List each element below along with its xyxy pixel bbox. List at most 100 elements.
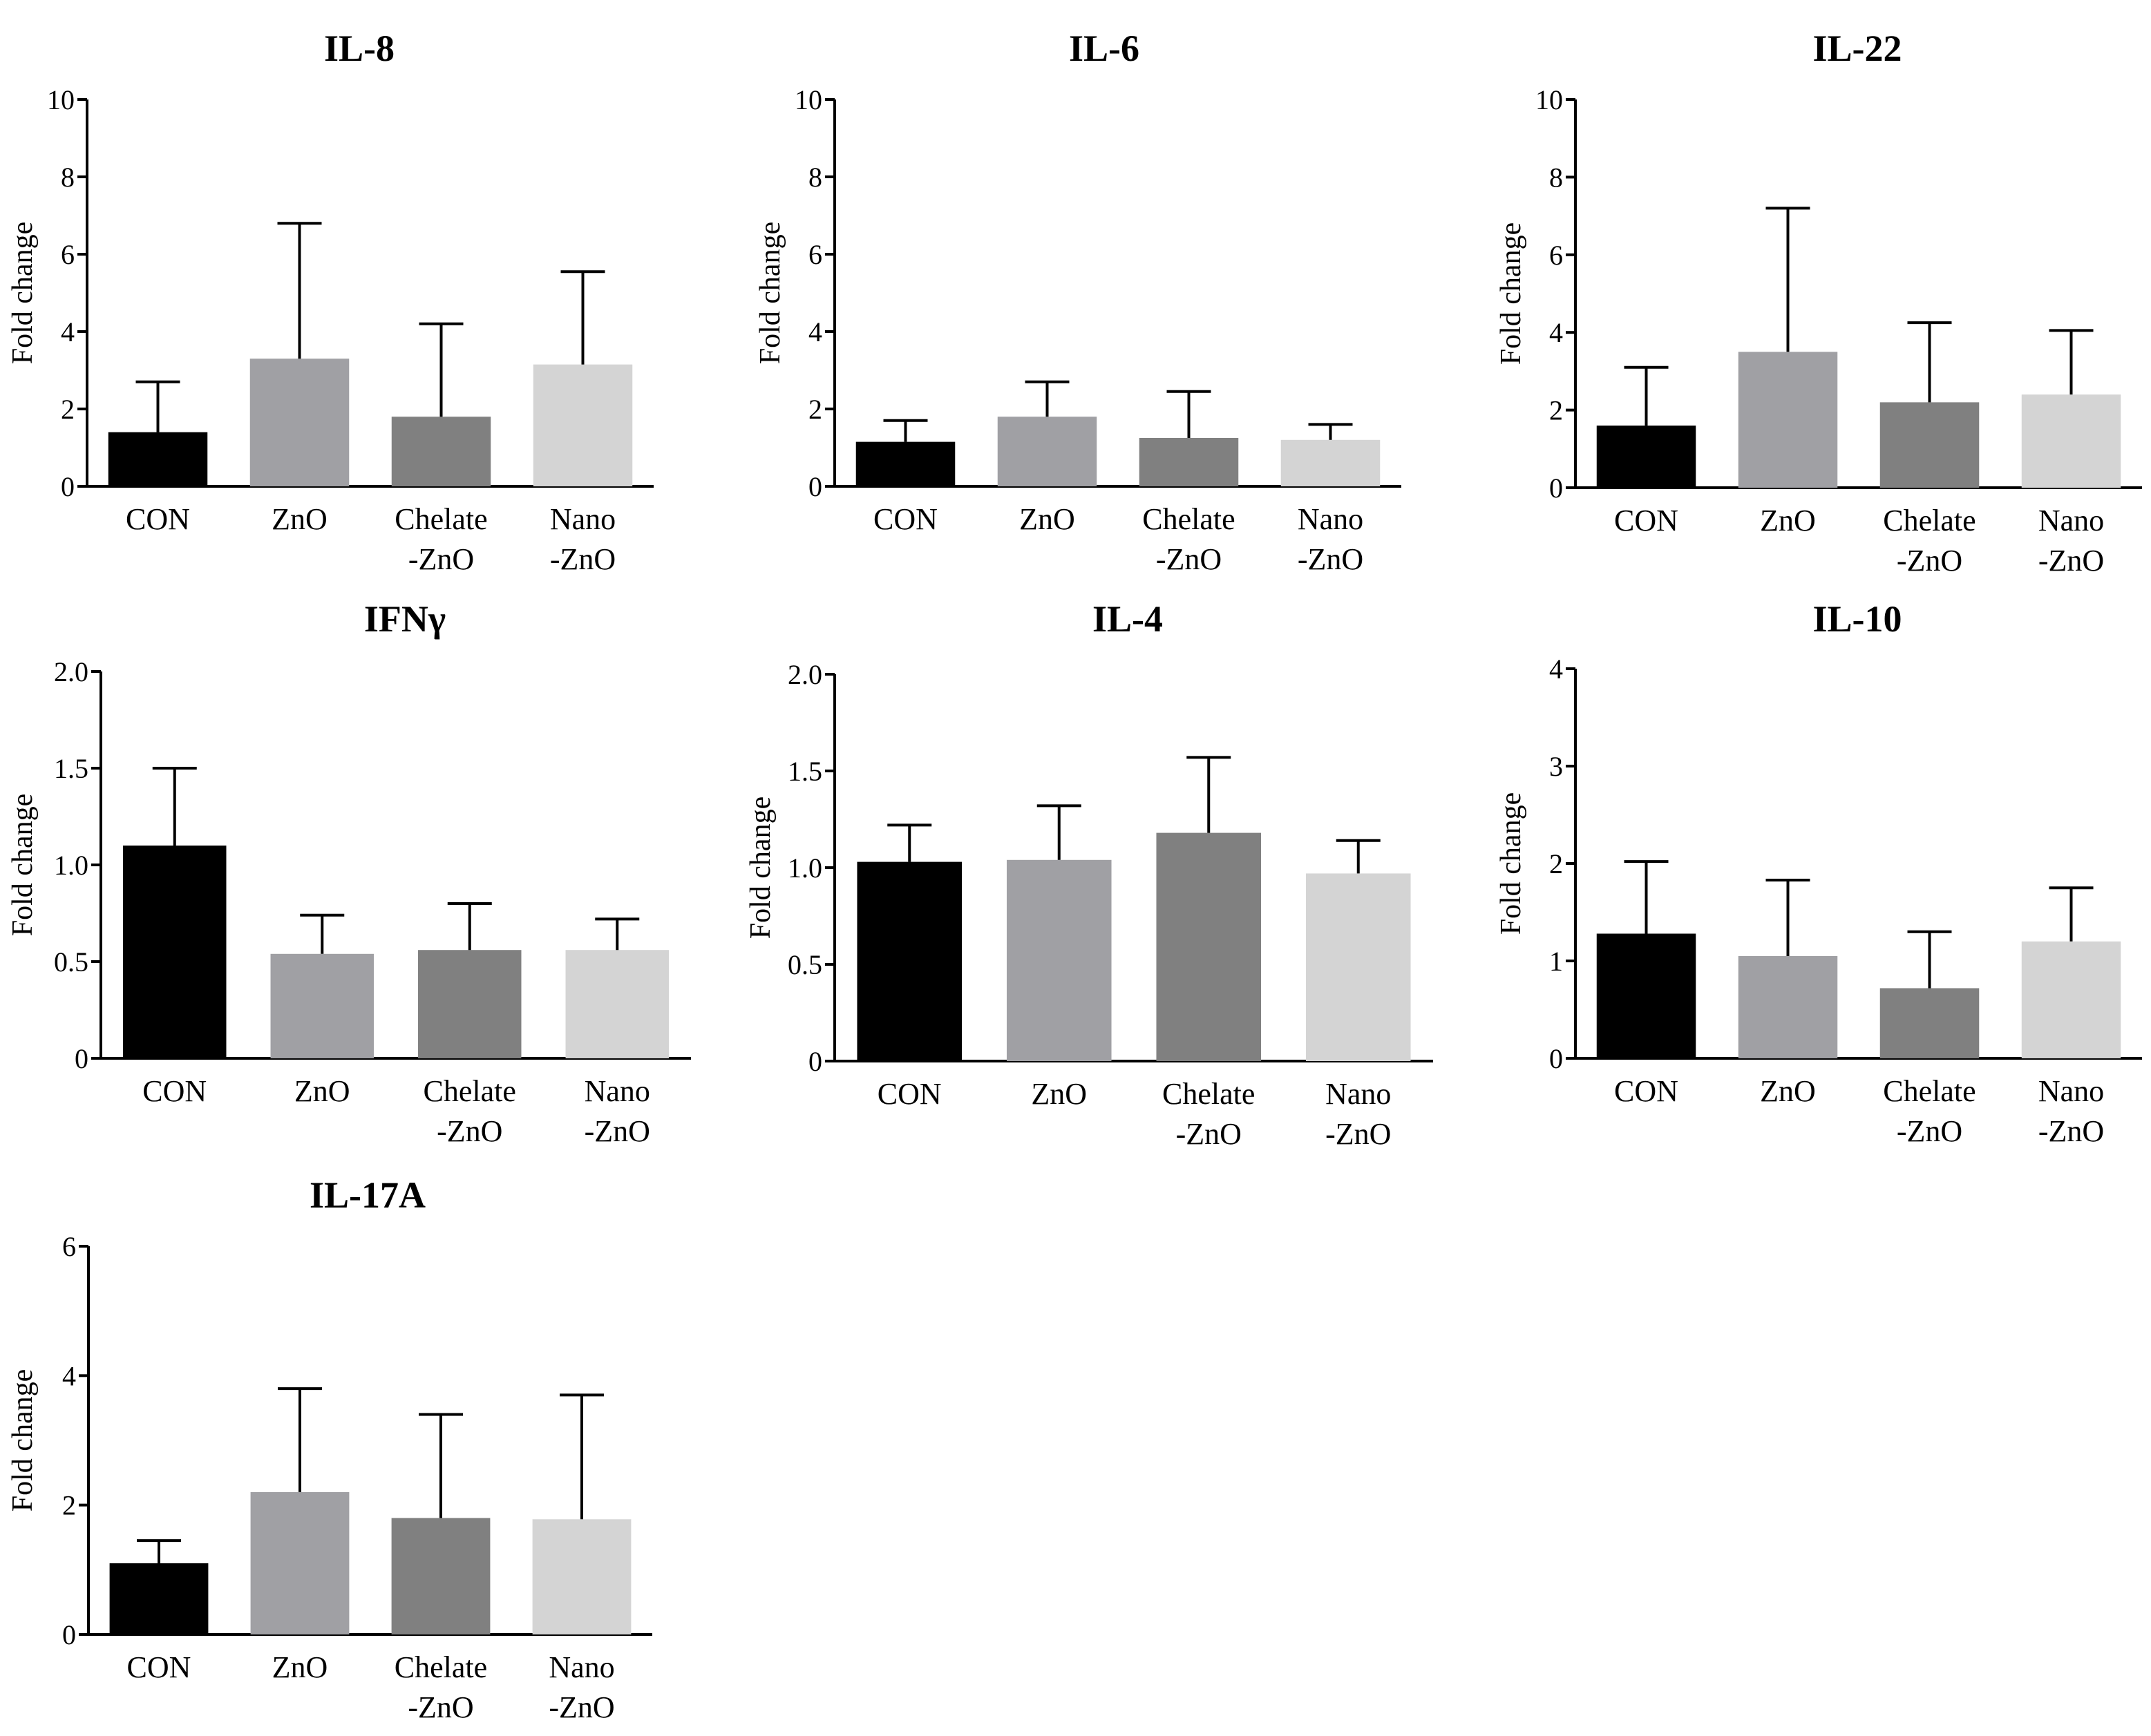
y-tick-label: 0 [1549, 1043, 1563, 1074]
bar-nano-zno [2021, 941, 2121, 1058]
y-tick-label: 0 [1549, 473, 1563, 504]
x-category-label: -ZnO [408, 1690, 473, 1724]
chart-title: IFNγ [364, 598, 446, 640]
y-tick-label: 4 [1549, 317, 1563, 348]
bar-con [108, 432, 208, 486]
y-tick-label: 2.0 [788, 659, 822, 690]
x-category-label: ZnO [272, 502, 328, 536]
x-category-label: -ZnO [2038, 1114, 2104, 1148]
bar-chelate-zno [418, 950, 522, 1058]
chart-title: IL-8 [324, 28, 395, 69]
bar-zno [270, 953, 374, 1058]
chart-panel-ifn-: IFNγ Fold change 0 0.5 1.0 1.5 2.0 CON ZnO Chelat… [7, 598, 691, 1148]
bar-nano-zno [565, 950, 669, 1058]
y-tick-label: 6 [62, 1231, 76, 1262]
chart-panel-il-22: IL-22 Fold change 0 2 4 6 8 10 CON ZnO Chelate -ZnO… [1495, 28, 2142, 578]
y-tick-label: 0 [62, 1619, 76, 1650]
x-category-label: ZnO [1031, 1077, 1087, 1111]
chart-panel-il-4: IL-4 Fold change 0 0.5 1.0 1.5 2.0 CON ZnO Chelat… [745, 598, 1433, 1151]
chart-panel-il-8: IL-8 Fold change 0 2 4 6 8 10 CON ZnO Chelate -ZnO N… [7, 28, 654, 576]
y-axis-label: Fold change [7, 794, 39, 936]
x-category-label: Nano [585, 1074, 650, 1108]
y-tick-label: 0 [808, 471, 822, 502]
y-tick-label: 6 [1549, 240, 1563, 271]
x-category-label: Chelate [1162, 1077, 1255, 1111]
x-category-label: ZnO [294, 1074, 350, 1108]
y-tick-label: 0.5 [54, 946, 88, 977]
bar-nano-zno [533, 364, 633, 486]
x-category-label: Chelate [395, 1650, 487, 1684]
y-tick-label: 4 [62, 1360, 76, 1391]
y-tick-label: 6 [808, 239, 822, 270]
bar-chelate-zno [1879, 402, 1980, 488]
x-category-label: -ZnO [1298, 542, 1363, 576]
bar-nano-zno [532, 1519, 632, 1634]
y-tick-label: 4 [1549, 654, 1563, 685]
bar-zno [1006, 859, 1112, 1061]
x-category-label: Chelate [1883, 1074, 1975, 1108]
bar-nano-zno [1305, 873, 1411, 1061]
bar-chelate-zno [1156, 832, 1262, 1061]
x-category-label: Nano [1325, 1077, 1391, 1111]
x-category-label: CON [126, 502, 190, 536]
bar-con [1596, 426, 1696, 488]
x-category-label: CON [142, 1074, 207, 1108]
x-category-label: Chelate [424, 1074, 516, 1108]
bar-zno [997, 417, 1097, 486]
y-axis-label: Fold change [1495, 792, 1527, 935]
x-category-label: -ZnO [1325, 1117, 1391, 1151]
bar-zno [1738, 352, 1838, 488]
x-category-label: CON [1614, 1074, 1678, 1108]
x-category-label: -ZnO [1176, 1117, 1242, 1151]
bar-con [857, 861, 963, 1061]
y-tick-label: 1.5 [54, 753, 88, 784]
x-category-label: Nano [2038, 1074, 2104, 1108]
y-tick-label: 8 [808, 162, 822, 193]
y-tick-label: 4 [61, 316, 75, 347]
bar-con [855, 441, 956, 486]
x-category-label: Chelate [1883, 504, 1975, 537]
x-category-label: ZnO [272, 1650, 328, 1684]
x-category-label: ZnO [1019, 502, 1075, 536]
y-axis-label: Fold change [745, 797, 777, 939]
y-tick-label: 6 [61, 239, 75, 270]
x-category-label: Chelate [395, 502, 487, 536]
y-tick-label: 8 [1549, 162, 1563, 193]
y-tick-label: 0 [808, 1046, 822, 1077]
x-category-label: -ZnO [550, 542, 616, 576]
y-tick-label: 2 [61, 394, 75, 425]
bar-zno [250, 1491, 350, 1634]
bar-con [1596, 933, 1696, 1058]
bar-nano-zno [1280, 439, 1381, 486]
y-tick-label: 0.5 [788, 949, 822, 980]
y-tick-label: 0 [75, 1043, 88, 1074]
bar-con [109, 1563, 209, 1634]
bar-chelate-zno [391, 417, 491, 486]
x-category-label: -ZnO [549, 1690, 614, 1724]
chart-title: IL-10 [1812, 598, 1902, 640]
x-category-label: Chelate [1142, 502, 1235, 536]
chart-title: IL-22 [1812, 28, 1902, 69]
y-axis-label: Fold change [1495, 222, 1527, 365]
x-category-label: -ZnO [585, 1114, 650, 1148]
x-category-label: ZnO [1760, 1074, 1816, 1108]
x-category-label: Nano [1298, 502, 1363, 536]
x-category-label: CON [127, 1650, 191, 1684]
y-tick-label: 10 [47, 84, 75, 115]
y-tick-label: 2 [62, 1490, 76, 1521]
y-tick-label: 10 [1535, 84, 1563, 115]
y-axis-label: Fold change [7, 222, 39, 364]
y-axis-label: Fold change [755, 222, 786, 364]
bar-chelate-zno [391, 1518, 491, 1634]
bar-chelate-zno [1879, 988, 1980, 1058]
x-category-label: -ZnO [2038, 544, 2104, 578]
x-category-label: -ZnO [437, 1114, 502, 1148]
x-category-label: ZnO [1760, 504, 1816, 537]
x-category-label: CON [1614, 504, 1678, 537]
x-category-label: Nano [550, 502, 616, 536]
y-tick-label: 2 [1549, 848, 1563, 879]
x-category-label: -ZnO [1897, 1114, 1962, 1148]
chart-title: IL-6 [1069, 28, 1139, 69]
bar-zno [249, 359, 350, 486]
